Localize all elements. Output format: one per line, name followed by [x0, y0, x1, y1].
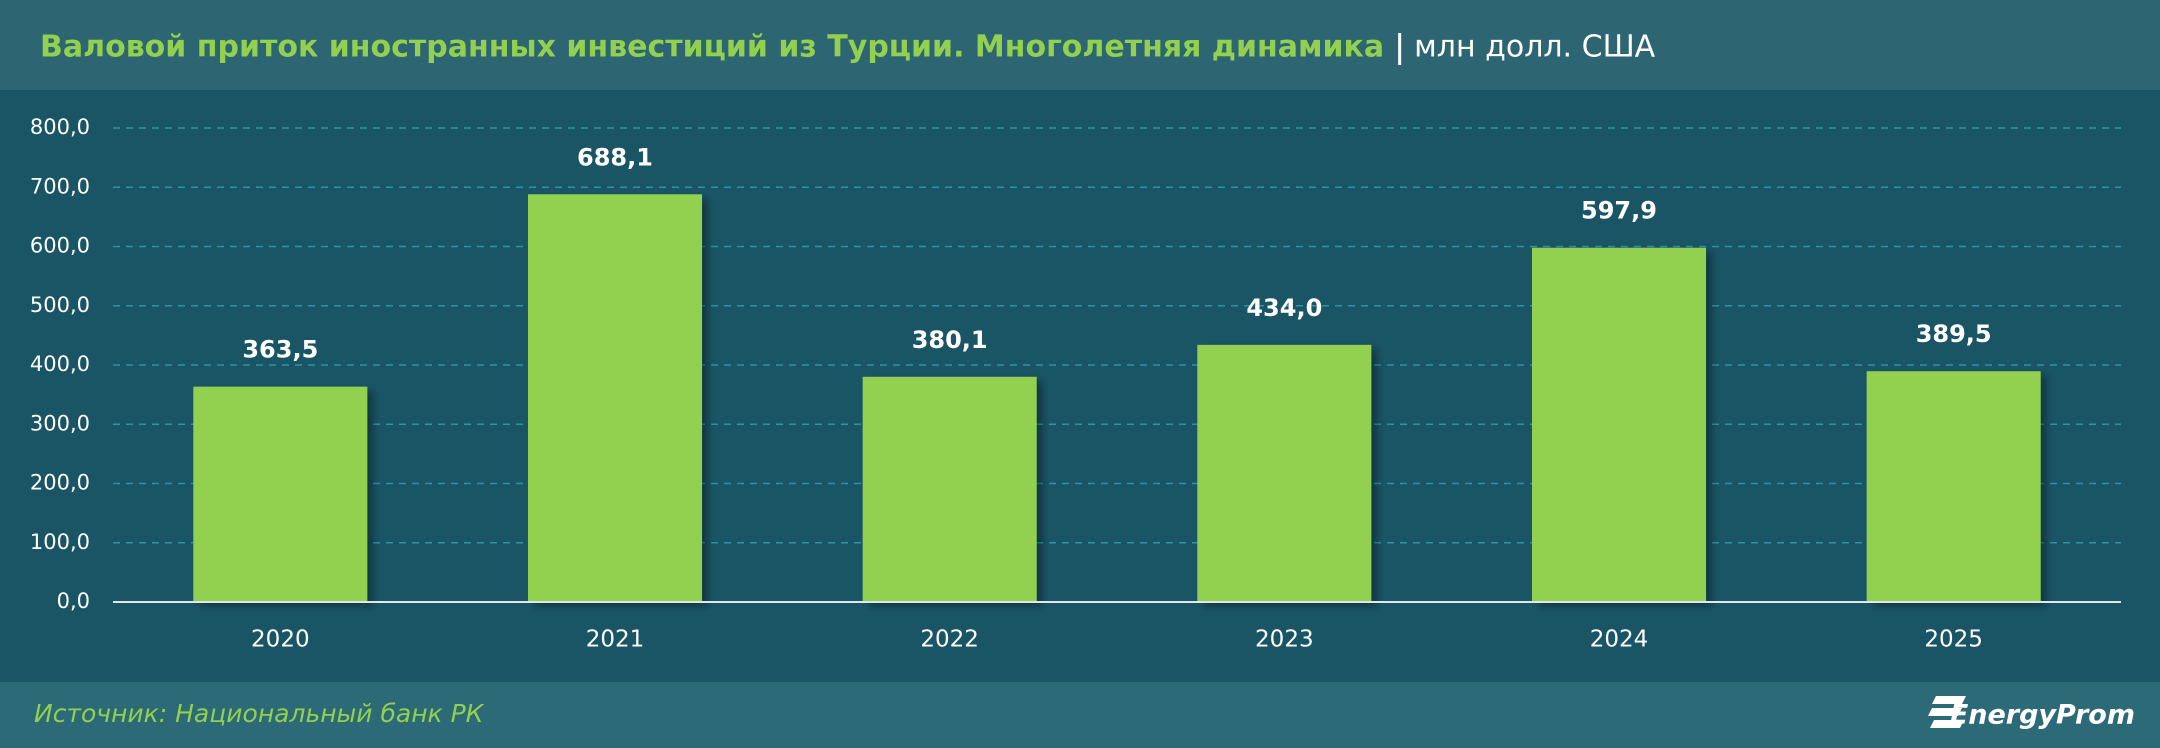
chart-subtitle: млн долл. США [1414, 30, 1656, 65]
value-label: 380,1 [912, 326, 988, 354]
value-label: 597,9 [1581, 197, 1657, 225]
bar [193, 386, 368, 602]
separator [1398, 33, 1402, 65]
x-tick-label: 2020 [251, 627, 310, 653]
x-tick-label: 2023 [1255, 627, 1314, 653]
bar [1866, 371, 2041, 602]
value-label: 688,1 [577, 143, 653, 171]
x-tick-label: 2024 [1590, 627, 1649, 653]
y-tick-label: 700,0 [30, 174, 90, 198]
x-tick-label: 2021 [586, 627, 645, 653]
y-tick-label: 100,0 [30, 530, 90, 554]
y-tick-label: 300,0 [30, 411, 90, 435]
y-tick-label: 800,0 [30, 115, 90, 139]
logo-icon [1928, 696, 1966, 728]
bar [1197, 344, 1372, 602]
bar [527, 194, 703, 602]
y-tick-label: 400,0 [30, 352, 90, 376]
y-tick-label: 0,0 [57, 589, 90, 613]
logo: EnergyProm [1950, 700, 2135, 731]
value-label: 389,5 [1916, 320, 1992, 348]
x-tick-label: 2022 [920, 627, 979, 653]
y-tick-label: 200,0 [30, 471, 90, 495]
y-tick-label: 500,0 [30, 293, 90, 317]
value-label: 434,0 [1246, 294, 1322, 322]
value-label: 363,5 [242, 336, 318, 364]
header-band [0, 0, 2160, 90]
bar [1531, 247, 1707, 602]
y-tick-label: 600,0 [30, 234, 90, 258]
chart-title: Валовой приток иностранных инвестиций из… [40, 30, 1384, 65]
x-tick-label: 2025 [1924, 627, 1983, 653]
footer-band [0, 682, 2160, 748]
bar [862, 376, 1037, 602]
source-note: Источник: Национальный банк РК [34, 699, 485, 728]
